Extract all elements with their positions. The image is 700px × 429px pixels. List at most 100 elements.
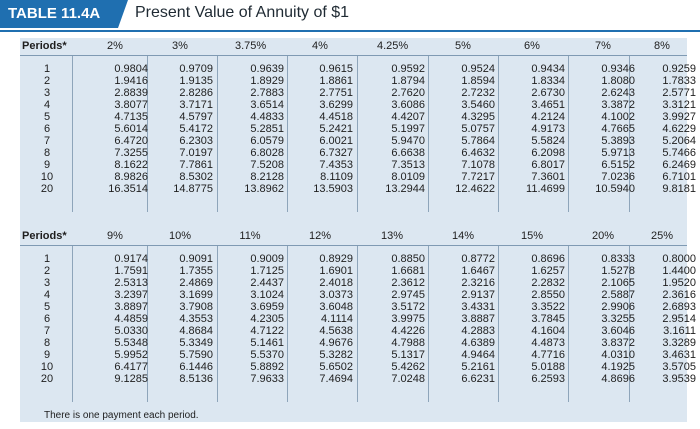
annuity-factor-cell: 5.0188	[531, 361, 565, 373]
rate-header: 8%	[654, 40, 670, 52]
annuity-factor-cell: 2.7751	[319, 87, 353, 99]
annuity-factor-cell: 5.7864	[461, 135, 495, 147]
annuity-factor-cell: 9.1285	[114, 373, 148, 385]
annuity-factor-cell: 4.7135	[114, 111, 148, 123]
annuity-factor-cell: 4.5797	[179, 111, 213, 123]
annuity-factor-cell: 6.7101	[662, 171, 696, 183]
period-label: 9	[43, 349, 51, 361]
column-divider	[629, 246, 630, 402]
annuity-factor-cell: 1.8861	[319, 75, 353, 87]
annuity-factor-cell: 5.5348	[114, 337, 148, 349]
annuity-factor-cell: 5.2421	[319, 123, 353, 135]
annuity-factor-cell: 1.6901	[319, 265, 353, 277]
annuity-factor-cell: 3.5172	[391, 301, 425, 313]
annuity-factor-cell: 2.4018	[319, 277, 353, 289]
annuity-factor-cell: 0.8850	[391, 253, 425, 265]
annuity-factor-cell: 1.6257	[531, 265, 565, 277]
period-label: 4	[43, 289, 51, 301]
period-label: 1	[43, 253, 51, 265]
annuity-factor-cell: 4.4518	[319, 111, 353, 123]
annuity-factor-cell: 2.5887	[601, 289, 635, 301]
annuity-factor-cell: 3.1024	[250, 289, 284, 301]
annuity-factor-cell: 11.4699	[526, 183, 565, 195]
annuity-factor-cell: 8.5136	[179, 373, 213, 385]
annuity-factor-cell: 4.2305	[250, 313, 284, 325]
rate-header: 3%	[172, 40, 188, 52]
annuity-factor-cell: 6.4720	[114, 135, 148, 147]
annuity-factor-cell: 0.8333	[601, 253, 635, 265]
annuity-factor-cell: 7.3255	[114, 147, 148, 159]
period-label: 20	[40, 183, 54, 195]
column-divider	[287, 246, 288, 402]
annuity-factor-cell: 4.9173	[531, 123, 565, 135]
annuity-factor-cell: 3.8897	[114, 301, 148, 313]
annuity-factor-cell: 0.9346	[601, 63, 635, 75]
rate-header: 15%	[520, 230, 544, 242]
annuity-factor-cell: 4.1925	[601, 361, 635, 373]
annuity-factor-cell: 3.8887	[461, 313, 495, 325]
table-number-tag: TABLE 11.4A	[0, 0, 128, 28]
annuity-factor-cell: 6.2098	[531, 147, 565, 159]
column-divider	[498, 246, 499, 402]
annuity-factor-cell: 3.3255	[601, 313, 635, 325]
annuity-factor-cell: 4.4833	[250, 111, 284, 123]
column-divider	[147, 56, 148, 212]
annuity-factor-cell: 3.5705	[662, 361, 696, 373]
annuity-factor-cell: 4.6229	[662, 123, 696, 135]
annuity-factor-cell: 3.6959	[250, 301, 284, 313]
annuity-factor-cell: 4.7122	[250, 325, 284, 337]
annuity-factor-cell: 2.9745	[391, 289, 425, 301]
annuity-factor-cell: 2.9514	[662, 313, 696, 325]
annuity-factor-cell: 1.4400	[662, 265, 696, 277]
annuity-factor-cell: 0.9804	[114, 63, 148, 75]
period-label: 7	[43, 135, 51, 147]
annuity-factor-cell: 5.7466	[662, 147, 696, 159]
annuity-factor-cell: 0.9009	[250, 253, 284, 265]
annuity-factor-cell: 2.8550	[531, 289, 565, 301]
annuity-factor-cell: 2.3612	[391, 277, 425, 289]
period-label: 2	[43, 265, 51, 277]
column-divider	[217, 56, 218, 212]
rate-header: 6%	[524, 40, 540, 52]
rate-header: 10%	[168, 230, 192, 242]
annuity-factor-cell: 8.1109	[320, 171, 353, 183]
annuity-factor-cell: 7.4353	[319, 159, 353, 171]
annuity-factor-cell: 2.6893	[662, 301, 696, 313]
annuity-factor-cell: 1.7125	[250, 265, 284, 277]
annuity-factor-cell: 5.5824	[531, 135, 565, 147]
period-label: 8	[43, 337, 51, 349]
period-label: 5	[43, 111, 51, 123]
annuity-factor-cell: 2.9137	[461, 289, 495, 301]
annuity-factor-cell: 8.2128	[250, 171, 284, 183]
annuity-factor-cell: 1.6681	[391, 265, 425, 277]
annuity-factor-cell: 1.8929	[250, 75, 284, 87]
period-label: 8	[43, 147, 51, 159]
annuity-factor-cell: 4.7988	[391, 337, 425, 349]
annuity-factor-cell: 5.9713	[601, 147, 635, 159]
annuity-factor-cell: 2.6243	[601, 87, 635, 99]
period-label: 10	[40, 171, 54, 183]
annuity-factor-cell: 4.4859	[114, 313, 148, 325]
annuity-factor-cell: 4.7716	[531, 349, 565, 361]
column-divider	[147, 246, 148, 402]
annuity-factor-cell: 13.5903	[313, 183, 353, 195]
rate-header: 5%	[455, 40, 471, 52]
period-label: 4	[43, 99, 51, 111]
annuity-factor-cell: 2.9906	[601, 301, 635, 313]
annuity-factor-cell: 14.8775	[173, 183, 213, 195]
column-divider	[72, 56, 73, 212]
annuity-factor-cell: 2.4869	[179, 277, 213, 289]
rate-header: 12%	[308, 230, 332, 242]
annuity-factor-cell: 0.9615	[319, 63, 353, 75]
annuity-factor-cell: 5.3349	[179, 337, 213, 349]
annuity-factor-cell: 4.2883	[461, 325, 495, 337]
annuity-factor-cell: 4.4226	[391, 325, 425, 337]
annuity-factor-cell: 7.3513	[391, 159, 425, 171]
annuity-factor-cell: 7.3601	[531, 171, 565, 183]
period-label: 20	[40, 373, 54, 385]
annuity-factor-cell: 6.6231	[461, 373, 495, 385]
annuity-factor-cell: 7.0197	[179, 147, 213, 159]
column-divider	[428, 246, 429, 402]
annuity-factor-cell: 4.6389	[461, 337, 495, 349]
annuity-factor-cell: 6.4177	[114, 361, 148, 373]
